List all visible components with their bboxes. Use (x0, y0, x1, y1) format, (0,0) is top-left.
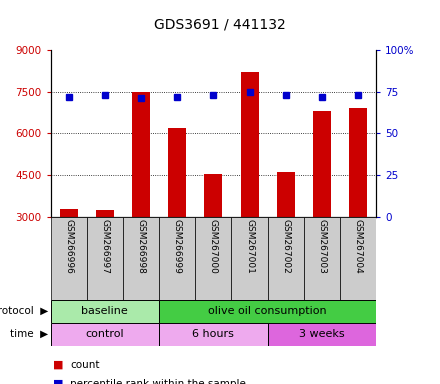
Text: GSM266998: GSM266998 (136, 219, 146, 274)
Text: ■: ■ (53, 379, 63, 384)
Text: GDS3691 / 441132: GDS3691 / 441132 (154, 17, 286, 31)
Text: 6 hours: 6 hours (192, 329, 235, 339)
Bar (268, 323, 376, 346)
Bar (231, 217, 268, 300)
Bar (159, 300, 376, 323)
Text: protocol  ▶: protocol ▶ (0, 306, 48, 316)
Bar (168, 128, 186, 217)
Text: ■: ■ (53, 360, 63, 370)
Bar (277, 172, 295, 217)
Text: olive oil consumption: olive oil consumption (209, 306, 327, 316)
Text: GSM266996: GSM266996 (64, 219, 73, 274)
Text: time  ▶: time ▶ (10, 329, 48, 339)
Bar (51, 323, 159, 346)
Bar (159, 323, 268, 346)
Bar (241, 72, 259, 217)
Text: count: count (70, 360, 100, 370)
Text: GSM267002: GSM267002 (281, 219, 290, 274)
Bar (132, 92, 150, 217)
Bar (123, 217, 159, 300)
Text: GSM266999: GSM266999 (173, 219, 182, 274)
Bar (159, 217, 195, 300)
Text: GSM267000: GSM267000 (209, 219, 218, 274)
Text: GSM267004: GSM267004 (354, 219, 363, 274)
Bar (195, 217, 231, 300)
Bar (60, 209, 78, 217)
Bar (340, 217, 376, 300)
Bar (51, 217, 87, 300)
Bar (349, 108, 367, 217)
Bar (313, 111, 331, 217)
Text: percentile rank within the sample: percentile rank within the sample (70, 379, 246, 384)
Bar (87, 217, 123, 300)
Text: GSM267001: GSM267001 (245, 219, 254, 274)
Text: GSM266997: GSM266997 (100, 219, 110, 274)
Bar (268, 217, 304, 300)
Text: control: control (85, 329, 124, 339)
Text: baseline: baseline (81, 306, 128, 316)
Bar (51, 300, 159, 323)
Text: 3 weeks: 3 weeks (299, 329, 345, 339)
Text: GSM267003: GSM267003 (317, 219, 326, 274)
Bar (204, 174, 223, 217)
Bar (96, 210, 114, 217)
Bar (304, 217, 340, 300)
